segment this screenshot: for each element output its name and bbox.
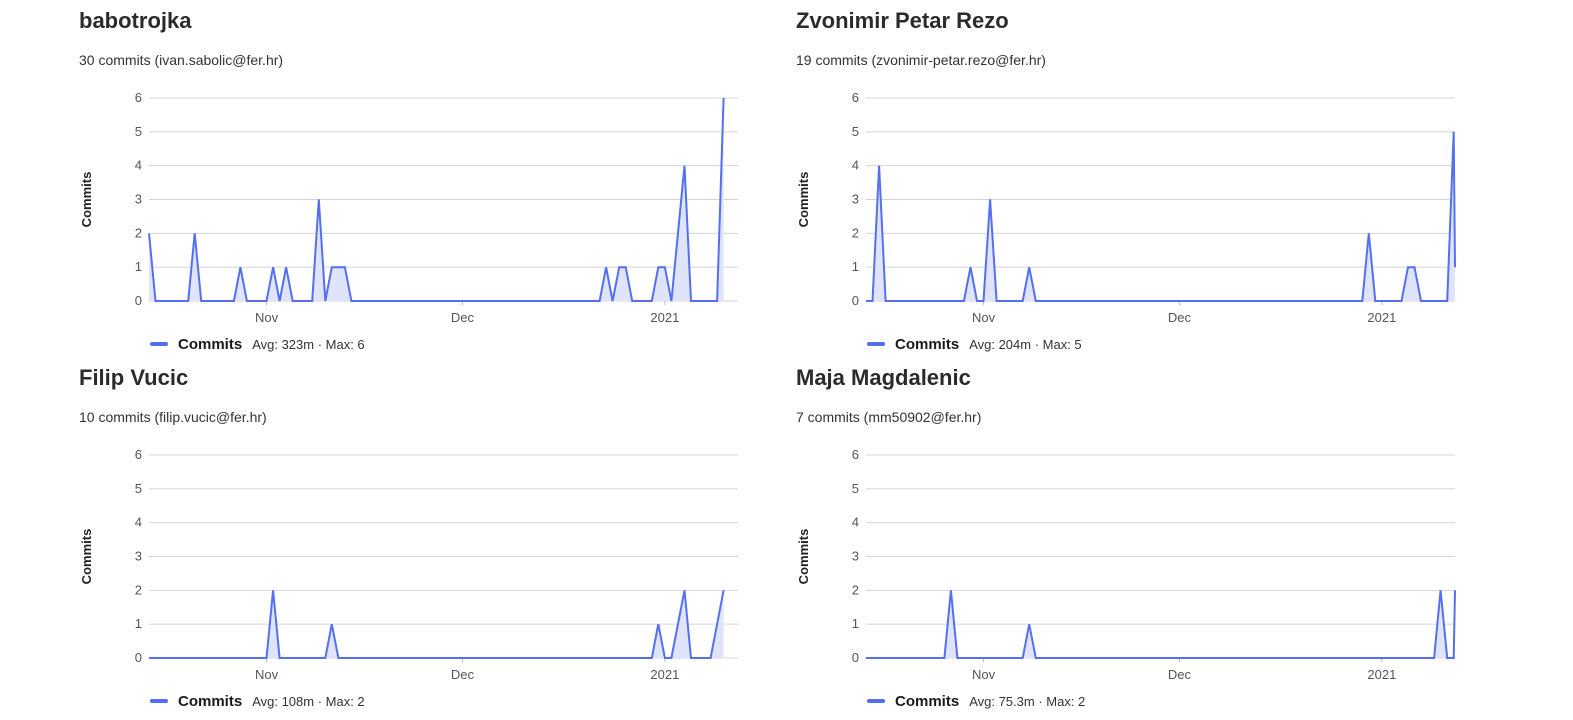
chart-legend[interactable]: Commits Avg: 323m · Max: 6: [150, 334, 365, 354]
y-tick-label: 6: [852, 90, 859, 105]
series-area-fill: [866, 131, 1455, 301]
x-tick-label: Nov: [972, 667, 996, 682]
x-tick-label: 2021: [650, 667, 679, 682]
y-axis-title: Commits: [796, 529, 811, 585]
x-tick-label: Nov: [255, 310, 279, 325]
series-line: [866, 590, 1456, 659]
x-tick-label: Dec: [1168, 667, 1192, 682]
legend-stats: Avg: 108m · Max: 2: [252, 693, 365, 709]
legend-series-name: Commits: [895, 692, 960, 710]
y-tick-label: 5: [135, 481, 142, 496]
legend-swatch: [150, 699, 168, 703]
legend-series-name: Commits: [178, 335, 243, 353]
x-tick-label: Dec: [451, 667, 475, 682]
contributor-name: Zvonimir Petar Rezo: [796, 8, 1009, 33]
x-tick-label: 2021: [1367, 310, 1396, 325]
x-tick-label: 2021: [1367, 667, 1396, 682]
y-tick-label: 0: [135, 650, 142, 665]
y-tick-label: 5: [135, 124, 142, 139]
legend-series-name: Commits: [178, 692, 243, 710]
commits-chart[interactable]: 0 1 2 3 4 5 6 Commits Nov Dec 2021: [796, 442, 1496, 682]
y-tick-label: 6: [135, 447, 142, 462]
x-tick-label: Nov: [255, 667, 279, 682]
legend-stats: Avg: 204m · Max: 5: [969, 336, 1082, 352]
y-tick-label: 3: [135, 549, 142, 564]
series-line: [148, 97, 725, 302]
series-line: [149, 590, 725, 659]
contributor-commit-summary: 10 commits (filip.vucic@fer.hr): [79, 409, 267, 425]
chart-legend[interactable]: Commits Avg: 204m · Max: 5: [867, 334, 1082, 354]
y-tick-label: 6: [852, 447, 859, 462]
series-area-fill: [149, 98, 724, 301]
y-tick-label: 5: [852, 124, 859, 139]
commits-chart[interactable]: 0 1 2 3 4 5 6 Commits Nov Dec 2021: [79, 85, 779, 325]
y-tick-label: 0: [852, 650, 859, 665]
legend-stats: Avg: 75.3m · Max: 2: [969, 693, 1086, 709]
legend-swatch: [867, 699, 885, 703]
series-line: [866, 131, 1456, 302]
contributor-commit-summary: 30 commits (ivan.sabolic@fer.hr): [79, 52, 284, 68]
y-tick-label: 4: [135, 515, 142, 530]
x-tick-label: Dec: [1168, 310, 1192, 325]
legend-series-name: Commits: [895, 335, 960, 353]
y-tick-label: 4: [852, 158, 859, 173]
y-tick-label: 3: [852, 192, 859, 207]
y-tick-label: 2: [135, 582, 142, 597]
contributor-commit-summary: 19 commits (zvonimir-petar.rezo@fer.hr): [796, 52, 1046, 68]
chart-legend[interactable]: Commits Avg: 75.3m · Max: 2: [867, 691, 1085, 711]
contributor-panel-2: Zvonimir Petar Rezo 19 commits (zvonimir…: [796, 0, 1496, 360]
legend-stats: Avg: 323m · Max: 6: [252, 336, 365, 352]
y-axis-title: Commits: [796, 172, 811, 228]
y-tick-label: 2: [852, 225, 859, 240]
commits-chart[interactable]: 0 1 2 3 4 5 6 Commits Nov Dec 2021: [796, 85, 1496, 325]
contributor-commit-summary: 7 commits (mm50902@fer.hr): [796, 409, 982, 425]
y-tick-label: 5: [852, 481, 859, 496]
contributor-panel-1: babotrojka 30 commits (ivan.sabolic@fer.…: [79, 0, 779, 360]
y-axis-title: Commits: [79, 172, 94, 228]
x-tick-label: 2021: [650, 310, 679, 325]
y-tick-label: 4: [135, 158, 142, 173]
legend-swatch: [150, 342, 168, 346]
contributor-name: babotrojka: [79, 8, 192, 33]
y-tick-label: 4: [852, 515, 859, 530]
y-tick-label: 0: [135, 293, 142, 308]
contributor-panel-4: Maja Magdalenic 7 commits (mm50902@fer.h…: [796, 357, 1496, 717]
y-tick-label: 0: [852, 293, 859, 308]
y-tick-label: 1: [852, 616, 859, 631]
y-tick-label: 3: [135, 192, 142, 207]
commits-chart[interactable]: 0 1 2 3 4 5 6 Commits Nov Dec 2021: [79, 442, 779, 682]
y-tick-label: 1: [852, 259, 859, 274]
contributor-name: Filip Vucic: [79, 365, 189, 390]
y-tick-label: 1: [135, 616, 142, 631]
x-tick-label: Dec: [451, 310, 475, 325]
y-tick-label: 2: [135, 225, 142, 240]
y-tick-label: 2: [852, 582, 859, 597]
y-tick-label: 6: [135, 90, 142, 105]
chart-legend[interactable]: Commits Avg: 108m · Max: 2: [150, 691, 365, 711]
contributor-panel-3: Filip Vucic 10 commits (filip.vucic@fer.…: [79, 357, 779, 717]
x-tick-label: Nov: [972, 310, 996, 325]
contributor-name: Maja Magdalenic: [796, 365, 971, 390]
y-tick-label: 1: [135, 259, 142, 274]
y-tick-label: 3: [852, 549, 859, 564]
y-axis-title: Commits: [79, 529, 94, 585]
legend-swatch: [867, 342, 885, 346]
